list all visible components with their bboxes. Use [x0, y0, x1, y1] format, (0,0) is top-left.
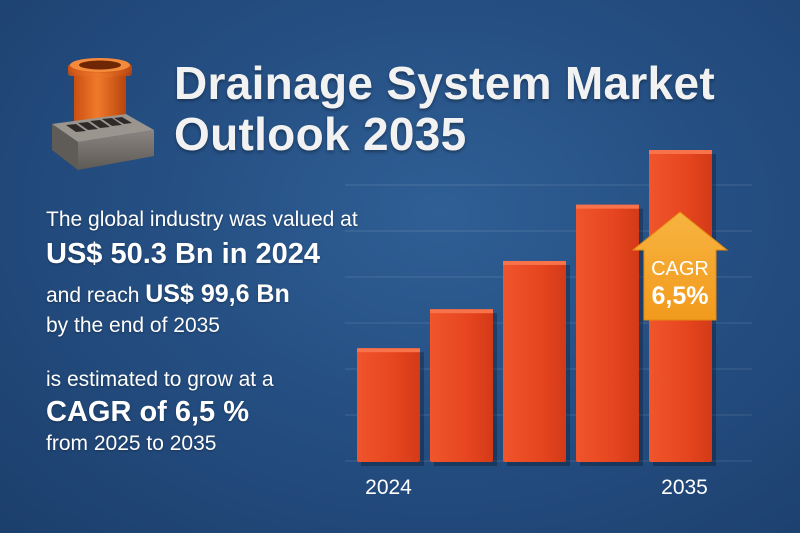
bar-front — [357, 348, 420, 462]
cagr-arrow-shape — [631, 211, 729, 321]
bar — [430, 309, 497, 466]
x-tick-label: 2024 — [365, 476, 412, 499]
cagr-badge-value: 6,5% — [652, 282, 709, 310]
period-text: from 2025 to 2035 — [46, 432, 217, 455]
bar-top — [430, 309, 493, 314]
value-2035-text: US$ 99,6 Bn — [145, 280, 290, 308]
value-2024-text: US$ 50.3 Bn in 2024 — [46, 238, 321, 270]
valued-text: The global industry was valued at — [46, 208, 358, 231]
bar-top — [503, 260, 566, 265]
bar-top — [357, 348, 420, 353]
bars — [357, 150, 716, 466]
drain-pipe-grate-icon — [52, 58, 154, 170]
title-line-1: Drainage System Market — [174, 57, 715, 109]
cagr-badge-label: CAGR — [651, 258, 709, 280]
bar-front — [503, 260, 566, 462]
cagr-text: CAGR of 6,5 % — [46, 396, 250, 428]
reach-text: and reach US$ 99,6 Bn — [46, 280, 290, 309]
bar-top — [649, 150, 712, 154]
bar — [576, 204, 643, 466]
reach-prefix: and reach — [46, 284, 146, 307]
end-text: by the end of 2035 — [46, 314, 220, 337]
title-line-2: Outlook 2035 — [174, 108, 467, 160]
bar-front — [430, 309, 493, 462]
page-title: Drainage System Market Outlook 2035 — [174, 58, 715, 160]
bar-top — [576, 204, 639, 209]
bar — [357, 348, 424, 466]
grow-text: is estimated to grow at a — [46, 368, 274, 391]
bar-front — [576, 204, 639, 462]
cagr-badge: CAGR 6,5% — [631, 211, 729, 321]
x-tick-labels: 2024 2035 — [365, 476, 708, 499]
x-tick-label: 2035 — [661, 476, 708, 499]
bar — [503, 260, 570, 466]
